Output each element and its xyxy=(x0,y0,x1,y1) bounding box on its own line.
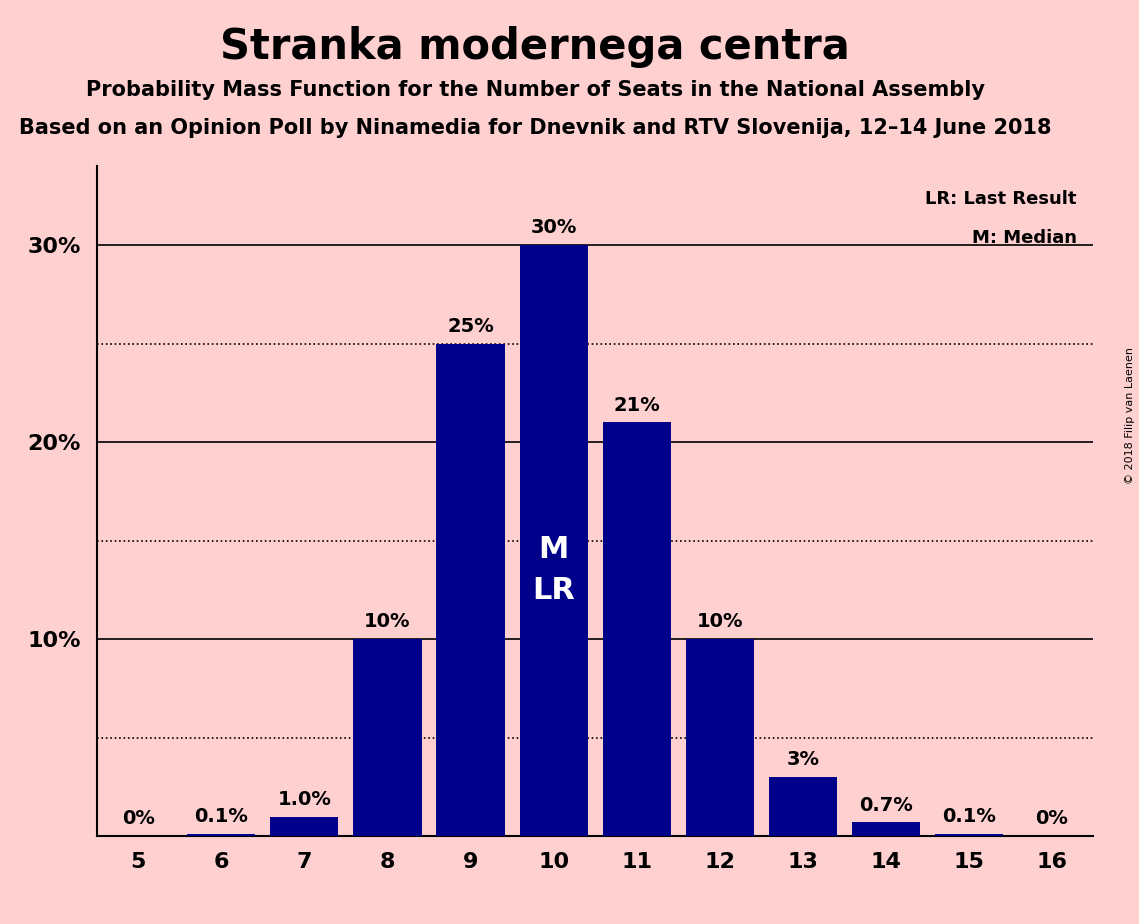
Bar xyxy=(270,817,338,836)
Text: LR: Last Result: LR: Last Result xyxy=(925,190,1076,208)
Bar xyxy=(187,834,255,836)
Text: 0.1%: 0.1% xyxy=(195,808,248,826)
Bar xyxy=(603,422,671,836)
Text: 10%: 10% xyxy=(696,613,743,631)
Text: Probability Mass Function for the Number of Seats in the National Assembly: Probability Mass Function for the Number… xyxy=(85,80,985,101)
Text: 10%: 10% xyxy=(364,613,411,631)
Text: 3%: 3% xyxy=(786,750,819,769)
Bar xyxy=(436,344,505,836)
Bar xyxy=(769,777,837,836)
Text: M: Median: M: Median xyxy=(972,229,1076,248)
Bar xyxy=(686,639,754,836)
Bar xyxy=(353,639,421,836)
Text: 0.7%: 0.7% xyxy=(859,796,912,815)
Text: 25%: 25% xyxy=(448,317,494,335)
Bar xyxy=(519,245,588,836)
Text: 1.0%: 1.0% xyxy=(278,790,331,808)
Bar xyxy=(852,822,920,836)
Text: Based on an Opinion Poll by Ninamedia for Dnevnik and RTV Slovenija, 12–14 June : Based on an Opinion Poll by Ninamedia fo… xyxy=(19,118,1051,139)
Text: 0%: 0% xyxy=(1035,809,1068,828)
Text: M
LR: M LR xyxy=(532,536,575,605)
Text: 30%: 30% xyxy=(531,218,576,237)
Bar xyxy=(935,834,1003,836)
Text: © 2018 Filip van Laenen: © 2018 Filip van Laenen xyxy=(1125,347,1134,484)
Text: 0.1%: 0.1% xyxy=(942,808,995,826)
Text: 21%: 21% xyxy=(613,395,659,415)
Text: Stranka modernega centra: Stranka modernega centra xyxy=(221,26,850,67)
Text: 0%: 0% xyxy=(122,809,155,828)
